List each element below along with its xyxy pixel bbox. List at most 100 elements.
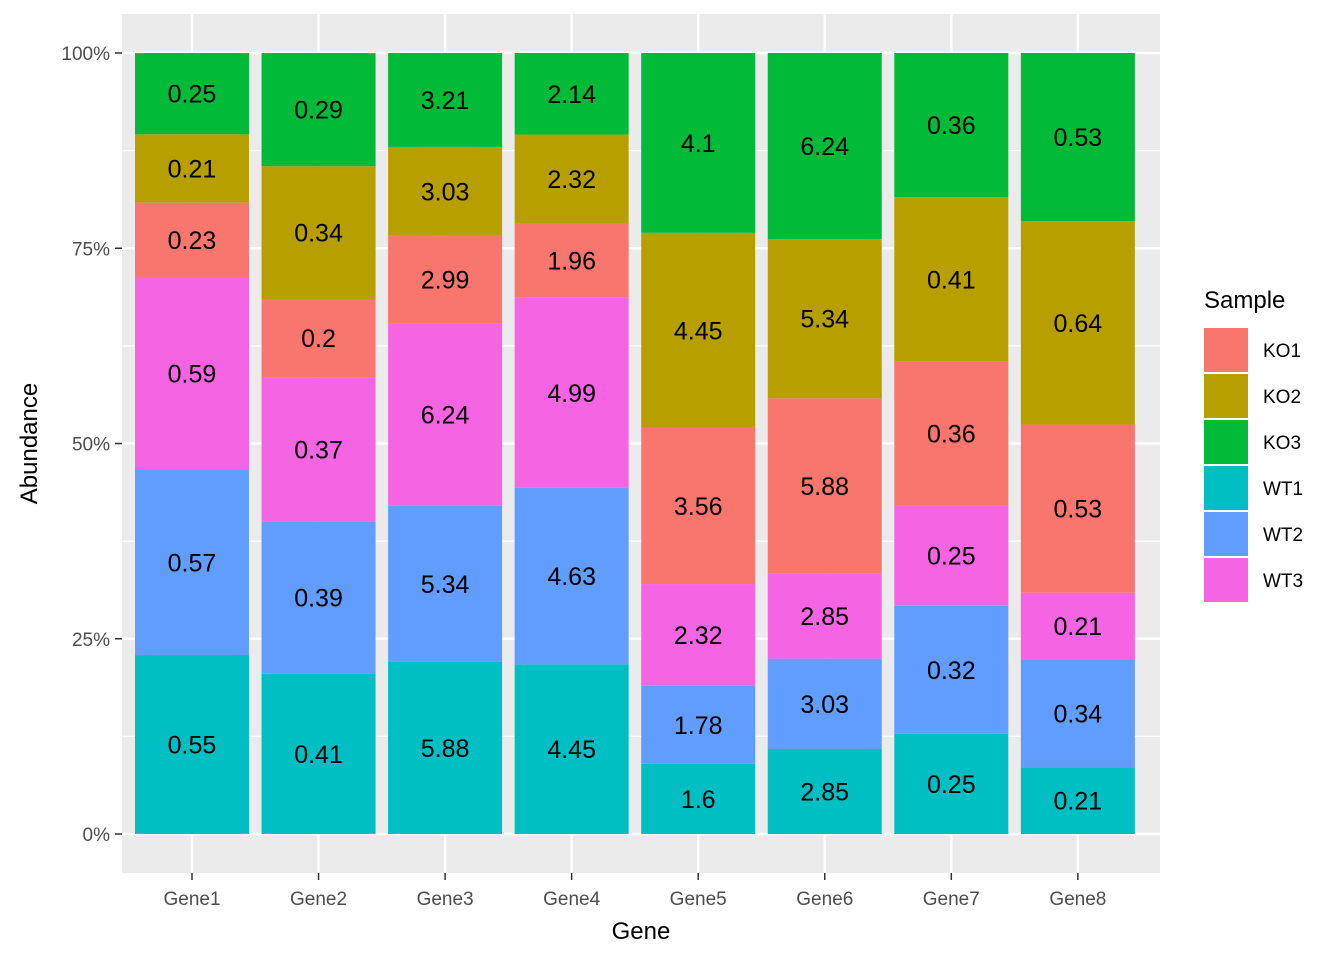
data-label: 1.78 <box>674 712 723 740</box>
bar-segment-gene7-ko1 <box>894 361 1009 506</box>
y-axis-title: Abundance <box>16 383 43 504</box>
x-tick-label: Gene4 <box>543 889 600 910</box>
legend-label-ko3: KO3 <box>1263 433 1301 454</box>
bar-segment-gene7-wt1 <box>894 733 1009 834</box>
data-label: 3.56 <box>674 493 723 521</box>
data-label: 0.64 <box>1054 310 1103 338</box>
bar-segment-gene1-wt3 <box>135 277 249 470</box>
data-label: 6.24 <box>421 401 470 429</box>
x-axis: Gene1 Gene2 Gene3 Gene4 Gene5 Gene6 Gene7 Gene8 <box>163 873 1106 910</box>
bar-segment-gene8-wt1 <box>1020 767 1135 834</box>
data-label: 0.53 <box>1054 496 1103 524</box>
bars <box>135 53 1135 834</box>
data-label: 0.34 <box>1054 700 1103 728</box>
bar-segment-gene6-ko2 <box>767 239 882 399</box>
data-label: 0.23 <box>168 227 217 255</box>
data-label: 5.88 <box>800 473 849 501</box>
bar-segment-gene4-wt3 <box>514 297 629 488</box>
bar-segment-gene2-ko3 <box>261 53 376 167</box>
data-label: 0.57 <box>168 549 217 577</box>
data-label: 4.1 <box>681 130 716 158</box>
legend-label-ko2: KO2 <box>1263 387 1301 408</box>
data-label: 2.32 <box>547 166 596 194</box>
bar-segment-gene2-wt3 <box>261 377 376 522</box>
data-label: 0.29 <box>294 97 343 125</box>
bar-segment-gene8-ko1 <box>1020 424 1135 593</box>
data-label: 2.32 <box>674 622 723 650</box>
data-label: 2.14 <box>547 81 596 109</box>
bar-segment-gene6-wt2 <box>767 658 882 750</box>
bar-segment-gene1-ko3 <box>135 53 249 135</box>
bar-segment-gene6-ko1 <box>767 398 882 574</box>
data-label: 3.03 <box>800 691 849 719</box>
bar-segment-gene3-ko1 <box>388 235 503 324</box>
bar-segment-gene4-ko1 <box>514 222 629 298</box>
legend-key-ko2 <box>1204 374 1248 418</box>
bar-segment-gene2-ko2 <box>261 166 376 300</box>
bar-segment-gene5-ko1 <box>641 427 756 585</box>
legend-key-wt3 <box>1204 558 1248 602</box>
data-label: 1.6 <box>681 786 716 814</box>
bar-segment-gene6-wt3 <box>767 573 882 659</box>
x-tick-label: Gene7 <box>923 889 980 910</box>
legend-key-ko3 <box>1204 420 1248 464</box>
data-label: 0.39 <box>294 585 343 613</box>
x-tick-label: Gene3 <box>417 889 474 910</box>
data-labels: 0.55 0.57 0.59 0.23 0.21 0.25 0.41 0.39 0.37 0.2 0… <box>168 81 1103 816</box>
data-label: 4.99 <box>547 380 596 408</box>
bar-segment-gene1-wt2 <box>135 469 249 656</box>
data-label: 0.32 <box>927 657 976 685</box>
bar-segment-gene2-wt1 <box>261 673 376 834</box>
y-axis: 0% 25% 50% 75% 100% <box>61 44 122 846</box>
bar-segment-gene8-ko3 <box>1020 53 1135 222</box>
data-label: 2.99 <box>421 266 470 294</box>
bar-segment-gene3-ko3 <box>388 53 503 147</box>
data-label: 0.34 <box>294 220 343 248</box>
x-tick-label: Gene1 <box>163 889 220 910</box>
bar-segment-gene4-ko3 <box>514 53 629 135</box>
bar-segment-gene7-wt3 <box>894 505 1009 606</box>
y-tick-label: 75% <box>72 239 110 260</box>
bar-segment-gene4-wt2 <box>514 487 629 665</box>
legend-key-ko1 <box>1204 328 1248 372</box>
data-label: 2.85 <box>800 779 849 807</box>
data-label: 2.85 <box>800 603 849 631</box>
data-label: 0.53 <box>1054 124 1103 152</box>
data-label: 1.96 <box>547 247 596 275</box>
bar-segment-gene1-ko1 <box>135 202 249 278</box>
legend-label-wt1: WT1 <box>1263 479 1303 500</box>
data-label: 0.36 <box>927 112 976 140</box>
data-label: 0.21 <box>1054 613 1103 641</box>
bar-segment-gene5-ko2 <box>641 232 756 428</box>
bar-segment-gene3-wt2 <box>388 505 503 662</box>
data-label: 0.21 <box>1054 788 1103 816</box>
data-label: 0.59 <box>168 361 217 389</box>
legend-key-wt2 <box>1204 512 1248 556</box>
bar-segment-gene6-ko3 <box>767 53 882 240</box>
x-axis-title: Gene <box>612 918 671 945</box>
bar-segment-gene2-ko1 <box>261 299 376 378</box>
y-tick-label: 100% <box>61 44 110 65</box>
bar-segment-gene7-wt2 <box>894 605 1009 734</box>
bar-segment-gene4-ko2 <box>514 134 629 223</box>
data-label: 0.25 <box>168 81 217 109</box>
bar-segment-gene8-wt2 <box>1020 659 1135 768</box>
x-tick-label: Gene6 <box>796 889 853 910</box>
bar-segment-gene1-ko2 <box>135 134 249 203</box>
bar-segment-gene3-ko2 <box>388 146 503 236</box>
data-label: 0.2 <box>301 325 336 353</box>
data-label: 5.34 <box>421 571 470 599</box>
legend-key-wt1 <box>1204 466 1248 510</box>
bar-segment-gene4-wt1 <box>514 664 629 834</box>
data-label: 4.45 <box>547 736 596 764</box>
data-label: 0.41 <box>927 266 976 294</box>
data-label: 4.63 <box>547 563 596 591</box>
bar-segment-gene5-ko3 <box>641 53 756 233</box>
data-label: 0.25 <box>927 771 976 799</box>
bar-segment-gene6-wt1 <box>767 749 882 834</box>
x-tick-label: Gene8 <box>1049 889 1106 910</box>
bar-segment-gene3-wt3 <box>388 323 503 506</box>
data-label: 0.21 <box>168 156 217 184</box>
data-label: 0.36 <box>927 420 976 448</box>
